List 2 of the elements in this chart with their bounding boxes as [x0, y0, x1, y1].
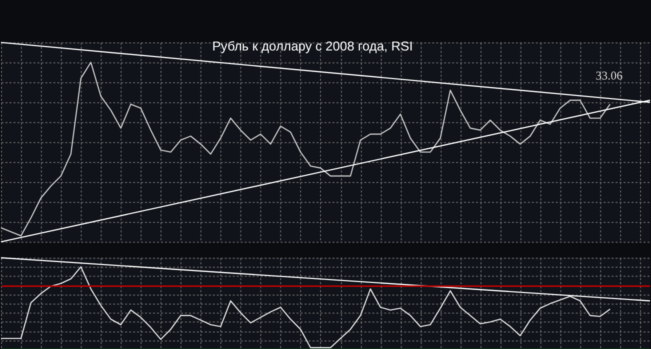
chart-title: Рубль к доллару с 2008 года, RSI [212, 38, 413, 54]
annotation: 33.06 [596, 68, 623, 82]
